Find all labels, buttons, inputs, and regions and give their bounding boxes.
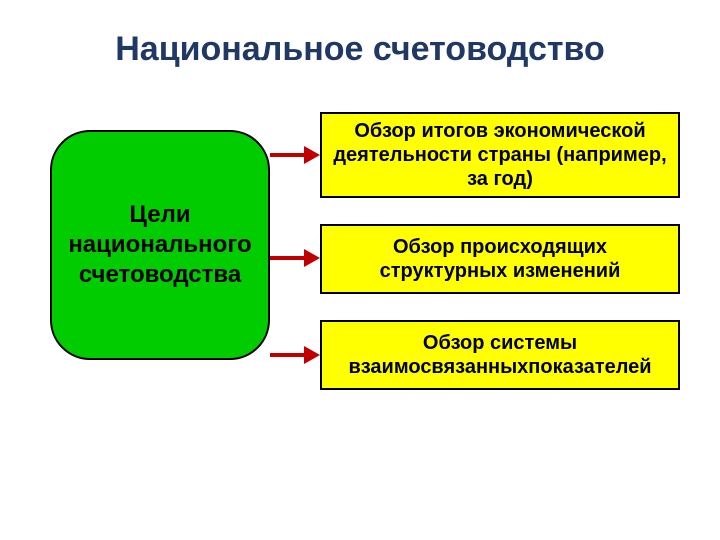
arrow-shaft	[270, 256, 304, 260]
target-box-2: Обзор происходящих структурных изменений	[320, 224, 680, 294]
target-box-3: Обзор системы взаимосвязанныхпоказателей	[320, 320, 680, 390]
page-title: Национальное счетоводство	[0, 30, 720, 69]
source-box-goals: Цели национального счетоводства	[50, 130, 270, 360]
arrow-shaft	[270, 153, 304, 157]
target-box-1: Обзор итогов экономической деятельности …	[320, 112, 680, 198]
arrow-2	[270, 249, 320, 267]
arrow-1	[270, 146, 320, 164]
arrow-head-icon	[304, 346, 320, 364]
source-box-label: Цели национального счетоводства	[52, 200, 268, 290]
target-box-1-label: Обзор итогов экономической деятельности …	[330, 119, 670, 191]
arrow-3	[270, 346, 320, 364]
target-box-2-label: Обзор происходящих структурных изменений	[330, 235, 670, 283]
arrow-head-icon	[304, 146, 320, 164]
target-box-3-label: Обзор системы взаимосвязанныхпоказателей	[330, 331, 670, 379]
arrow-shaft	[270, 353, 304, 357]
arrow-head-icon	[304, 249, 320, 267]
